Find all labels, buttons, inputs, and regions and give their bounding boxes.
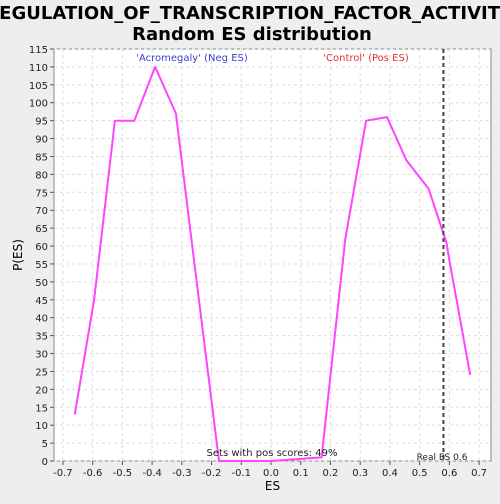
- y-tick-label: 20: [35, 385, 48, 396]
- y-tick-label: 35: [35, 332, 48, 343]
- y-tick-label: 40: [35, 314, 48, 325]
- y-tick-label: 115: [29, 45, 48, 56]
- y-tick-label: 30: [35, 350, 48, 361]
- y-axis-label: P(ES): [11, 239, 25, 271]
- y-tick-label: 85: [35, 152, 48, 163]
- y-tick-label: 5: [42, 439, 48, 450]
- chart-title-line2: Random ES distribution: [132, 24, 372, 45]
- x-tick-label: -0.7: [53, 468, 73, 479]
- y-tick-label: 100: [29, 99, 48, 110]
- y-tick-label: 55: [35, 260, 48, 271]
- x-tick-label: 0.6: [441, 468, 457, 479]
- plot-area: [53, 48, 492, 462]
- x-axis-label: ES: [265, 479, 280, 493]
- x-tick-label: -0.4: [142, 468, 162, 479]
- x-tick-label: 0.5: [412, 468, 428, 479]
- x-tick-label: -0.2: [202, 468, 222, 479]
- y-tick-label: 70: [35, 206, 48, 217]
- y-tick-label: 10: [35, 421, 48, 432]
- x-tick-label: 0.7: [471, 468, 487, 479]
- x-tick-label: -0.1: [232, 468, 252, 479]
- y-tick-label: 65: [35, 224, 48, 235]
- y-tick-label: 25: [35, 367, 48, 378]
- y-tick-label: 0: [42, 457, 48, 468]
- y-tick-label: 50: [35, 278, 48, 289]
- real-es-label: Real ES 0.6: [417, 453, 468, 463]
- grid: [54, 48, 491, 462]
- x-tick-label: 0.3: [352, 468, 368, 479]
- es-distribution-line: [73, 65, 472, 462]
- x-tick-label: -0.3: [172, 468, 192, 479]
- y-tick-label: 110: [29, 63, 48, 74]
- axis-ticks: 0 5 10 15 20 25 30 35 40 45 50 55 60 65 70 75 80 85 90 95 10…: [29, 45, 487, 479]
- x-tick-label: -0.5: [113, 468, 133, 479]
- x-tick-label: 0.1: [293, 468, 309, 479]
- y-tick-label: 90: [35, 135, 48, 146]
- y-tick-label: 15: [35, 403, 48, 414]
- y-tick-label: 105: [29, 81, 48, 92]
- x-tick-label: 0.0: [263, 468, 279, 479]
- y-tick-label: 45: [35, 296, 48, 307]
- y-tick-label: 60: [35, 242, 48, 253]
- y-tick-label: 75: [35, 188, 48, 199]
- y-tick-label: 80: [35, 170, 48, 181]
- x-tick-label: 0.2: [323, 468, 339, 479]
- x-tick-label: 0.4: [382, 468, 398, 479]
- series-layer: [73, 49, 472, 462]
- pos-es-label: 'Control' (Pos ES): [323, 53, 409, 64]
- chart-title-line1: REGULATION_OF_TRANSCRIPTION_FACTOR_ACTIV…: [0, 3, 500, 24]
- pos-scores-text: Sets with pos scores: 49%: [207, 448, 338, 459]
- neg-es-label: 'Acromegaly' (Neg ES): [136, 53, 248, 64]
- y-tick-label: 95: [35, 117, 48, 128]
- x-tick-label: -0.6: [83, 468, 103, 479]
